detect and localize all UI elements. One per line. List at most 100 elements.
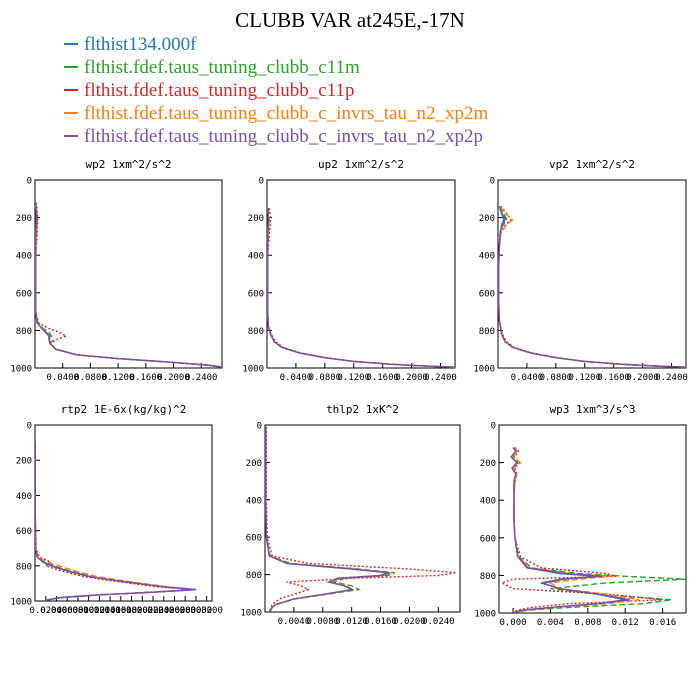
legend-swatch: [64, 42, 78, 45]
x-tick-label: 0.0800: [540, 373, 573, 383]
y-tick-label: 800: [16, 327, 32, 337]
series-line: [267, 208, 455, 368]
series-line: [498, 205, 686, 368]
chart-panel: vp2 1xm^2/s^2 0 200 400 600 800 1000 0.04000.08…: [473, 158, 687, 383]
x-tick-label: 0.2400: [147, 606, 180, 616]
y-tick-label: 400: [480, 497, 496, 507]
series-line: [510, 447, 626, 613]
series-line: [35, 442, 196, 601]
chart-panel: up2 1xm^2/s^2 0 200 400 600 800 1000 0.04000.08…: [242, 158, 456, 383]
x-tick-label: 0.0080: [307, 617, 340, 627]
x-tick-label: 0.016: [649, 618, 676, 628]
x-tick-label: 0.1600: [366, 373, 399, 383]
x-tick-label: 0.012: [612, 618, 639, 628]
legend-label: flthist.fdef.taus_tuning_clubb_c11m: [84, 57, 360, 78]
y-tick-label: 0: [490, 177, 495, 187]
x-tick-label: 0.2800: [169, 606, 202, 616]
x-tick-label: 0.004: [537, 618, 564, 628]
y-tick-label: 600: [16, 289, 32, 299]
series-line: [511, 447, 686, 613]
y-tick-label: 0: [491, 422, 496, 432]
y-tick-label: 600: [16, 527, 32, 537]
plot-frame: [34, 424, 213, 602]
panel-title: vp2 1xm^2/s^2: [549, 158, 635, 171]
x-tick-label: 0.0400: [511, 373, 544, 383]
x-tick-label: 0.2400: [185, 373, 218, 383]
series-line: [265, 426, 389, 612]
legend-swatch: [64, 65, 78, 68]
series-line: [267, 208, 455, 368]
x-tick-label: 0.0400: [280, 373, 313, 383]
legend-label: flthist134.000f: [84, 34, 197, 55]
plot-frame: [497, 179, 687, 369]
x-tick-label: 0.1600: [597, 373, 630, 383]
panel-title: up2 1xm^2/s^2: [318, 158, 404, 171]
y-tick-label: 800: [16, 562, 32, 572]
x-tick-label: 0.0400: [40, 606, 73, 616]
y-tick-label: 400: [16, 492, 32, 502]
series-line: [35, 442, 196, 601]
series-line: [498, 205, 686, 368]
x-tick-label: 0.0160: [364, 617, 397, 627]
y-tick-label: 600: [246, 534, 262, 544]
y-tick-label: 0: [27, 422, 32, 432]
y-tick-label: 800: [246, 571, 262, 581]
x-tick-label: 0.2000: [395, 373, 428, 383]
y-tick-label: 400: [246, 496, 262, 506]
figure-title: CLUBB VAR at245E,-17N: [235, 8, 465, 32]
chart-panel: thlp2 1xK^2 0 200 400 600 800 1000 0.00400.0080…: [240, 403, 461, 627]
series-line: [510, 447, 631, 613]
plot-frame: [498, 424, 687, 614]
legend-swatch: [64, 88, 78, 91]
x-tick-label: 0.1200: [102, 373, 135, 383]
series-line: [35, 442, 196, 601]
x-tick-label: 0.2400: [655, 373, 688, 383]
x-tick-label: 0.0800: [74, 373, 107, 383]
x-tick-label: 0.2000: [157, 373, 190, 383]
chart-panel: rtp2 1E-6x(kg/kg)^2 0 200 400 600 800 10000.02…: [10, 403, 223, 616]
y-tick-label: 200: [16, 457, 32, 467]
legend-label: flthist.fdef.taus_tuning_clubb_c_invrs_t…: [84, 103, 489, 124]
legend-item: flthist.fdef.taus_tuning_clubb_c_invrs_t…: [64, 125, 488, 148]
series-line: [267, 208, 455, 368]
y-tick-label: 800: [479, 327, 495, 337]
legend-label: flthist.fdef.taus_tuning_clubb_c_invrs_t…: [84, 126, 483, 147]
y-tick-label: 200: [479, 214, 495, 224]
series-line: [35, 442, 196, 601]
x-tick-label: 0.2600: [158, 606, 191, 616]
legend-label: flthist.fdef.taus_tuning_clubb_c11p: [84, 80, 355, 101]
x-tick-label: 0.1400: [94, 606, 127, 616]
y-tick-label: 0: [259, 177, 264, 187]
series-line: [265, 426, 396, 612]
x-tick-label: 0.0040: [278, 617, 311, 627]
x-tick-label: 0.0600: [51, 606, 84, 616]
y-tick-label: 0: [257, 422, 262, 432]
panel-title: wp2 1xm^2/s^2: [85, 158, 171, 171]
x-tick-label: 0.000: [499, 618, 526, 628]
legend-item: flthist.fdef.taus_tuning_clubb_c_invrs_t…: [64, 102, 488, 125]
y-tick-label: 200: [16, 214, 32, 224]
y-tick-label: 400: [16, 252, 32, 262]
x-tick-label: 0.2000: [126, 606, 159, 616]
series-line: [511, 447, 640, 613]
plot-frame: [266, 179, 456, 369]
legend-item: flthist.fdef.taus_tuning_clubb_c11p: [64, 79, 488, 102]
x-tick-label: 0.2200: [137, 606, 170, 616]
x-tick-label: 0.2000: [626, 373, 659, 383]
plot-frame: [34, 179, 223, 369]
y-tick-label: 1000: [473, 365, 495, 375]
panel-title: thlp2 1xK^2: [326, 403, 399, 416]
x-tick-label: 0.3000: [180, 606, 213, 616]
series-line: [35, 202, 222, 368]
y-tick-label: 1000: [10, 365, 32, 375]
y-tick-label: 1000: [240, 609, 262, 619]
series-line: [35, 202, 222, 368]
legend-item: flthist134.000f: [64, 33, 488, 56]
y-tick-label: 800: [480, 572, 496, 582]
x-tick-label: 0.008: [574, 618, 601, 628]
series-line: [498, 205, 686, 368]
series-line: [267, 208, 455, 368]
x-tick-label: 0.1200: [569, 373, 602, 383]
